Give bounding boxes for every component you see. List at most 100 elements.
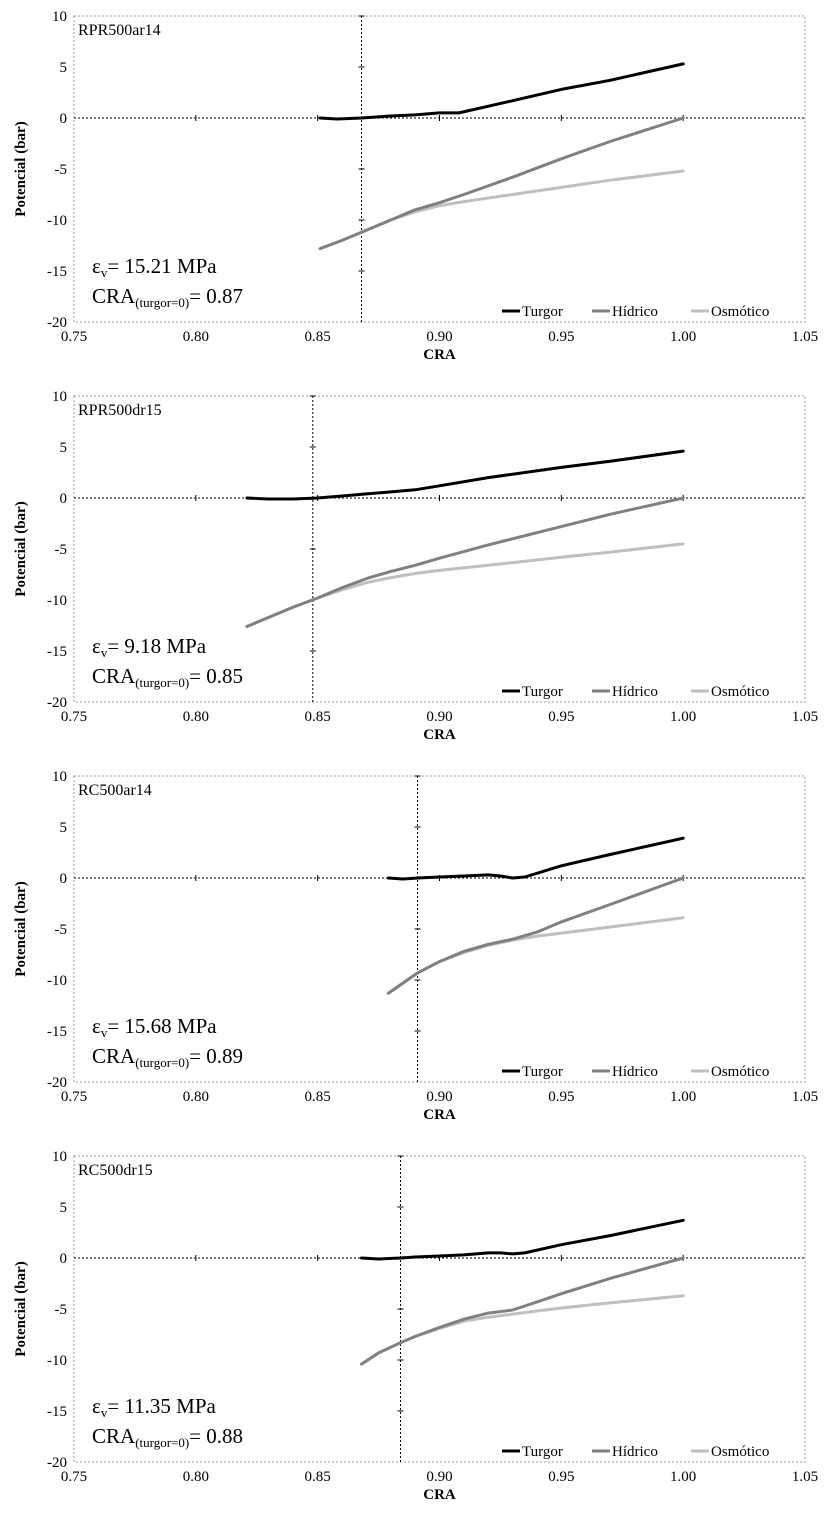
legend-label-hídrico: Hídrico <box>612 684 658 700</box>
x-tick-label: 0.85 <box>305 329 331 345</box>
y-tick-label: -15 <box>47 644 67 660</box>
plot-title: RC500ar14 <box>78 782 152 799</box>
y-axis-label: Potencial (bar) <box>13 1261 29 1356</box>
x-tick-label: 0.95 <box>548 1469 574 1485</box>
cra-turgor-annotation: CRA(turgor=0)= 0.85 <box>92 664 243 690</box>
x-tick-label: 1.00 <box>670 1089 696 1105</box>
series-line-hídrico <box>245 496 685 628</box>
x-axis-label: CRA <box>423 347 456 363</box>
x-tick-label: 0.90 <box>426 1089 452 1105</box>
y-tick-label: -20 <box>47 315 67 331</box>
chart-svg: 10 5 0 -5 -10 -15 -200.75 0.80 0.85 0.90 0.95 1.00 1… <box>13 1149 818 1503</box>
y-axis-label: Potencial (bar) <box>13 501 29 596</box>
plot-frame <box>73 15 806 323</box>
legend-label-turgor: Turgor <box>522 304 563 320</box>
x-tick-label: 1.00 <box>670 329 696 345</box>
x-tick-label: 0.90 <box>426 1469 452 1485</box>
legend-label-hídrico: Hídrico <box>612 1064 658 1080</box>
y-tick-label: 10 <box>52 769 67 785</box>
elasticity-annotation: εv= 15.21 MPa <box>92 254 217 280</box>
plot-title: RPR500dr15 <box>78 402 162 419</box>
x-tick-label: 0.80 <box>183 709 209 725</box>
x-axis-label: CRA <box>423 1487 456 1503</box>
legend-label-turgor: Turgor <box>522 1064 563 1080</box>
y-tick-label: 0 <box>60 111 68 127</box>
series-line-osmótico <box>386 916 685 995</box>
y-tick-label: 0 <box>60 1251 68 1267</box>
y-tick-label: -20 <box>47 1455 67 1471</box>
cra-turgor-annotation: CRA(turgor=0)= 0.88 <box>92 1424 243 1450</box>
legend-label-osmótico: Osmótico <box>711 684 769 700</box>
y-tick-label: 5 <box>60 60 68 76</box>
x-tick-label: 0.90 <box>426 709 452 725</box>
plot-frame <box>73 395 806 703</box>
y-tick-label: -10 <box>47 213 67 229</box>
chart-panel: 10 5 0 -5 -10 -15 -20 0.75 0.80 0.85 0.90 0.95 1.00 1… <box>0 0 827 380</box>
series-line-hídrico <box>360 1256 685 1366</box>
legend-label-osmótico: Osmótico <box>711 1064 769 1080</box>
y-tick-label: -5 <box>55 1302 68 1318</box>
y-tick-label: 5 <box>60 820 68 836</box>
x-tick-label: 0.85 <box>305 709 331 725</box>
legend-label-hídrico: Hídrico <box>612 1444 658 1460</box>
legend-label-osmótico: Osmótico <box>711 304 769 320</box>
chart-panel: 10 5 0 -5 -10 -15 -20 0.75 0.80 0.85 0.90 0.95 1.00 1… <box>0 1140 827 1520</box>
x-tick-label: 0.95 <box>548 1089 574 1105</box>
y-tick-label: -5 <box>55 162 68 178</box>
x-tick-label: 1.00 <box>670 1469 696 1485</box>
elasticity-annotation: εv= 11.35 MPa <box>92 1394 216 1420</box>
elasticity-annotation: εv= 9.18 MPa <box>92 634 207 660</box>
chart-panel: 10 5 0 -5 -10 -15 -20 0.75 0.80 0.85 0.90 0.95 1.00 1… <box>0 380 827 760</box>
y-tick-label: 5 <box>60 1200 68 1216</box>
chart-svg: 10 5 0 -5 -10 -15 -200.75 0.80 0.85 0.90 0.95 1.00 1… <box>13 9 818 363</box>
x-axis-label: CRA <box>423 727 456 743</box>
x-tick-label: 1.00 <box>670 709 696 725</box>
y-tick-label: 0 <box>60 491 68 507</box>
plot-frame <box>73 775 806 1083</box>
y-tick-label: 5 <box>60 440 68 456</box>
x-tick-label: 0.80 <box>183 329 209 345</box>
x-tick-label: 0.95 <box>548 329 574 345</box>
legend-label-hídrico: Hídrico <box>612 304 658 320</box>
x-tick-label: 0.85 <box>305 1089 331 1105</box>
x-tick-label: 1.05 <box>792 709 818 725</box>
series-line-turgor <box>386 836 685 881</box>
y-tick-label: 10 <box>52 9 67 25</box>
y-tick-label: 0 <box>60 871 68 887</box>
y-tick-label: -15 <box>47 1404 67 1420</box>
x-tick-label: 0.75 <box>61 1089 87 1105</box>
x-tick-label: 0.85 <box>305 1469 331 1485</box>
series-line-hídrico <box>386 876 685 995</box>
x-tick-label: 1.05 <box>792 1089 818 1105</box>
x-tick-label: 1.05 <box>792 1469 818 1485</box>
series-line-turgor <box>245 449 685 501</box>
x-axis-label: CRA <box>423 1107 456 1123</box>
x-tick-label: 0.75 <box>61 709 87 725</box>
series-line-turgor <box>318 62 685 121</box>
y-tick-label: -10 <box>47 593 67 609</box>
y-tick-label: -5 <box>55 922 68 938</box>
chart-svg: 10 5 0 -5 -10 -15 -200.75 0.80 0.85 0.90 0.95 1.00 1… <box>13 769 818 1123</box>
x-tick-label: 0.95 <box>548 709 574 725</box>
cra-turgor-annotation: CRA(turgor=0)= 0.89 <box>92 1044 243 1070</box>
series-line-hídrico <box>318 116 685 251</box>
plot-title: RC500dr15 <box>78 1162 153 1179</box>
x-tick-label: 0.75 <box>61 329 87 345</box>
plot-frame <box>73 1155 806 1463</box>
x-tick-label: 0.80 <box>183 1469 209 1485</box>
legend-label-osmótico: Osmótico <box>711 1444 769 1460</box>
y-axis-label: Potencial (bar) <box>13 121 29 216</box>
y-tick-label: -5 <box>55 542 68 558</box>
cra-turgor-annotation: CRA(turgor=0)= 0.87 <box>92 284 243 310</box>
x-tick-label: 1.05 <box>792 329 818 345</box>
chart-svg: 10 5 0 -5 -10 -15 -200.75 0.80 0.85 0.90 0.95 1.00 1… <box>13 389 818 743</box>
y-tick-label: -20 <box>47 695 67 711</box>
x-tick-label: 0.90 <box>426 329 452 345</box>
elasticity-annotation: εv= 15.68 MPa <box>92 1014 217 1040</box>
legend-label-turgor: Turgor <box>522 1444 563 1460</box>
y-tick-label: 10 <box>52 389 67 405</box>
plot-title: RPR500ar14 <box>78 22 161 39</box>
y-tick-label: -10 <box>47 973 67 989</box>
y-tick-label: -20 <box>47 1075 67 1091</box>
y-tick-label: 10 <box>52 1149 67 1165</box>
